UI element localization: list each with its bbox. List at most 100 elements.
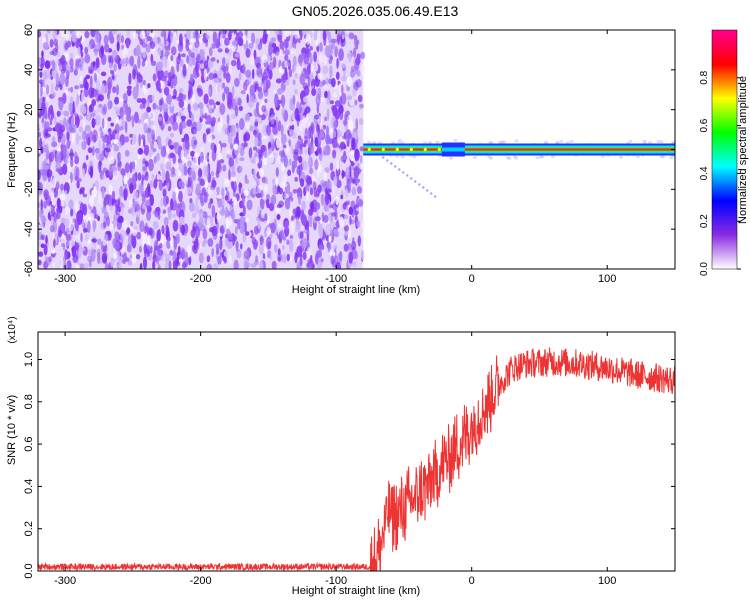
noise-blob xyxy=(51,82,54,94)
noise-blob xyxy=(226,228,231,238)
noise-blob xyxy=(169,75,174,89)
spectrogram-ylabel: Frequency (Hz) xyxy=(6,112,18,188)
noise-blob xyxy=(89,259,92,268)
noise-blob xyxy=(189,202,195,212)
noise-blob xyxy=(129,133,134,138)
noise-blob xyxy=(253,107,260,118)
noise-blob xyxy=(150,119,154,126)
noise-blob xyxy=(145,199,152,209)
noise-blob xyxy=(215,82,222,94)
noise-blob xyxy=(42,70,47,82)
noise-blob xyxy=(351,186,357,196)
noise-blob xyxy=(266,125,272,137)
noise-blob xyxy=(323,84,328,89)
noise-blob xyxy=(327,188,332,193)
noise-blob xyxy=(74,151,78,163)
signal-halo xyxy=(395,154,400,158)
noise-blob xyxy=(336,33,341,43)
noise-blob xyxy=(91,189,95,200)
noise-blob xyxy=(136,231,142,240)
noise-blob xyxy=(250,32,256,45)
noise-blob xyxy=(75,39,81,49)
noise-blob xyxy=(223,256,227,264)
noise-blob xyxy=(294,252,298,264)
noise-blob xyxy=(155,248,162,261)
noise-blob xyxy=(41,169,47,177)
noise-blob xyxy=(242,192,245,206)
noise-blob xyxy=(38,169,41,181)
noise-blob xyxy=(342,35,345,40)
noise-blob xyxy=(292,94,296,105)
signal-halo xyxy=(507,156,512,160)
noise-blob xyxy=(195,197,199,206)
noise-blob xyxy=(156,61,163,72)
noise-blob xyxy=(348,32,355,40)
noise-blob xyxy=(244,79,250,87)
noise-blob xyxy=(292,208,298,215)
noise-blob xyxy=(223,72,227,79)
noise-blob xyxy=(343,243,349,252)
noise-blob xyxy=(245,30,248,36)
noise-blob xyxy=(354,250,358,260)
noise-blob xyxy=(295,216,299,225)
colorbar-gradient xyxy=(711,29,738,270)
noise-blob xyxy=(273,44,277,54)
noise-blob xyxy=(139,30,146,40)
noise-blob xyxy=(131,205,136,217)
noise-blob xyxy=(91,238,97,243)
noise-blob xyxy=(119,59,126,65)
signal-halo xyxy=(535,156,540,160)
noise-blob xyxy=(351,241,357,250)
signal-dot xyxy=(423,147,427,152)
noise-blob xyxy=(275,177,279,188)
noise-blob xyxy=(299,62,303,67)
signal-halo xyxy=(449,156,453,160)
noise-blob xyxy=(359,154,363,165)
noise-blob xyxy=(257,43,263,51)
noise-blob xyxy=(68,199,74,210)
noise-blob xyxy=(155,207,160,213)
noise-blob xyxy=(198,168,203,178)
noise-blob xyxy=(310,65,315,73)
noise-blob xyxy=(289,235,294,239)
noise-blob xyxy=(219,238,223,251)
noise-blob xyxy=(178,92,183,101)
noise-blob xyxy=(63,117,67,128)
noise-blob xyxy=(199,178,205,187)
noise-blob xyxy=(126,243,132,253)
noise-blob xyxy=(257,218,261,230)
noise-blob xyxy=(170,46,177,56)
noise-blob xyxy=(300,178,305,188)
noise-blob xyxy=(156,152,160,162)
noise-blob xyxy=(249,84,256,96)
noise-blob xyxy=(190,171,196,182)
noise-blob xyxy=(235,131,239,143)
spectrogram-xlabel: Height of straight line (km) xyxy=(292,284,420,296)
noise-blob xyxy=(287,169,292,177)
noise-blob xyxy=(137,172,142,182)
signal-halo xyxy=(367,140,372,144)
noise-blob xyxy=(113,138,119,145)
noise-blob xyxy=(239,222,245,235)
snr-series xyxy=(38,347,675,571)
noise-blob xyxy=(75,166,80,180)
noise-blob xyxy=(57,147,61,152)
noise-blob xyxy=(147,130,152,144)
noise-blob xyxy=(215,243,220,250)
noise-blob xyxy=(78,263,85,269)
noise-blob xyxy=(259,260,264,269)
noise-blob xyxy=(231,45,237,51)
noise-blob xyxy=(338,48,344,61)
noise-blob xyxy=(268,141,272,149)
noise-blob xyxy=(314,216,321,222)
noise-blob xyxy=(294,88,298,95)
noise-blob xyxy=(122,102,128,115)
noise-blob xyxy=(217,153,223,160)
noise-blob xyxy=(82,203,88,216)
noise-blob xyxy=(296,261,301,269)
noise-blob xyxy=(60,54,66,66)
noise-blob xyxy=(84,46,88,55)
noise-blob xyxy=(139,103,144,110)
noise-blob xyxy=(303,85,310,96)
noise-blob xyxy=(150,30,153,34)
